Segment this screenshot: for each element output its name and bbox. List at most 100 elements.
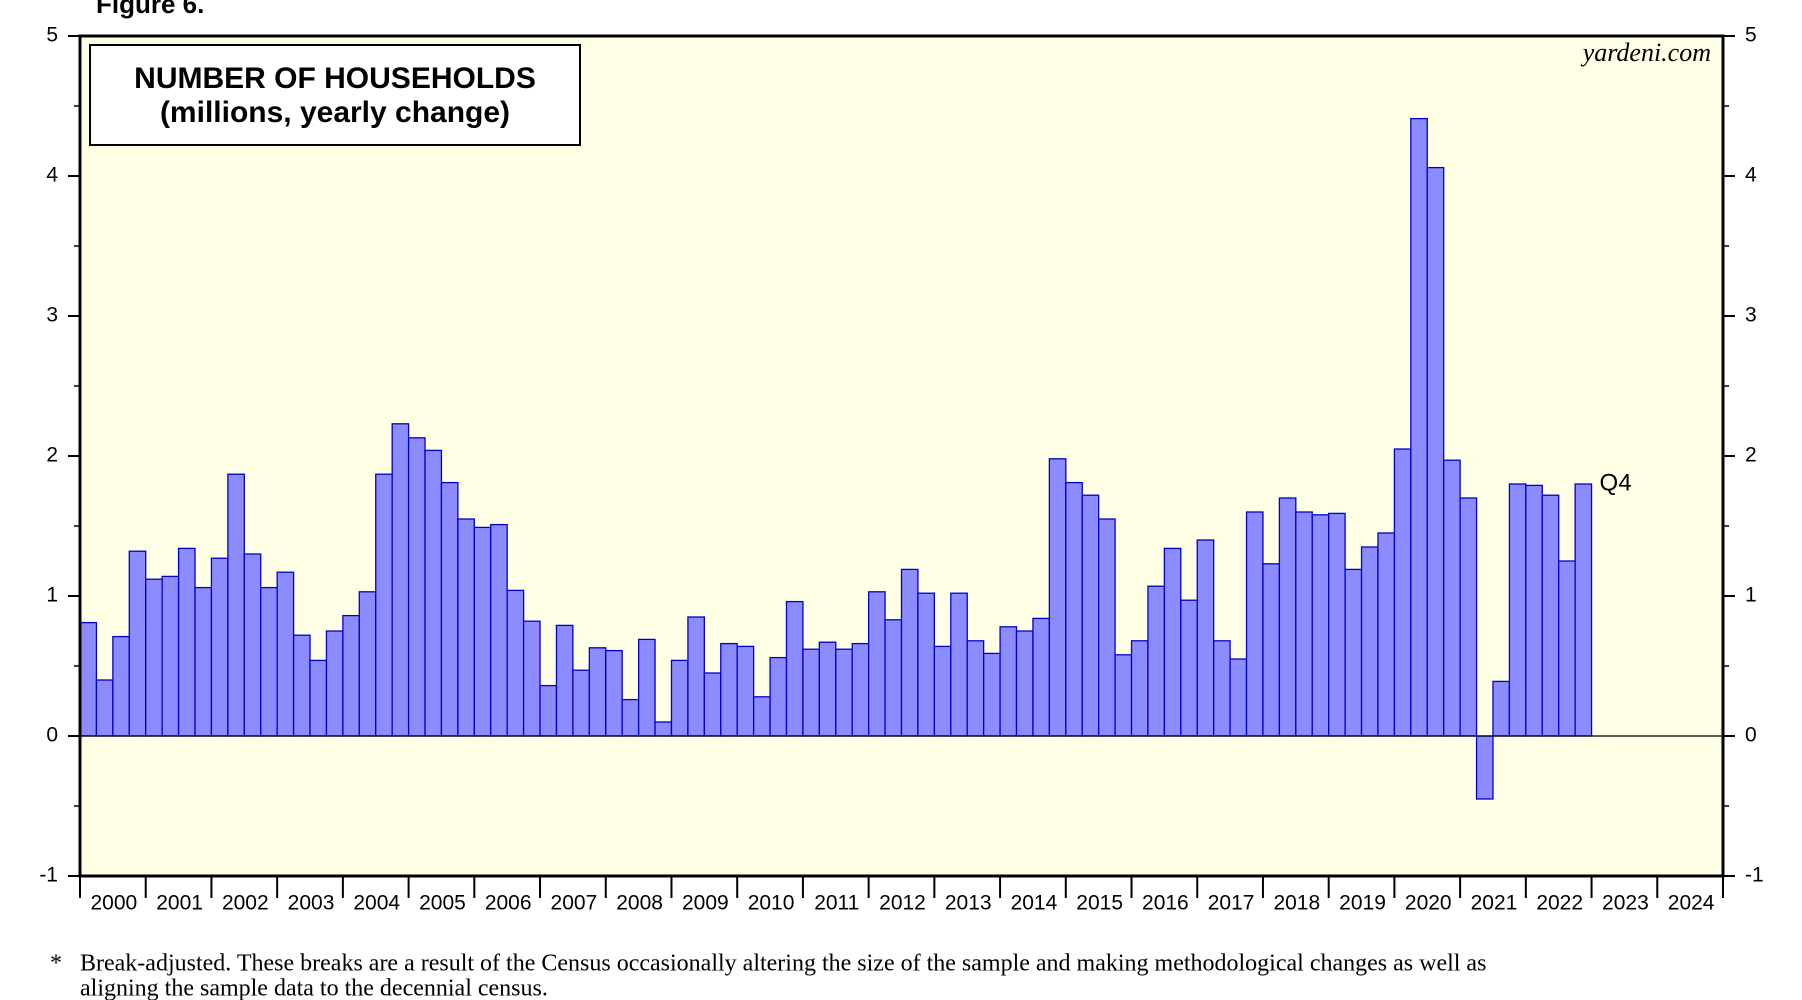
bar: [79, 621, 98, 737]
bar: [1311, 514, 1330, 737]
bar: [1081, 494, 1100, 737]
bar: [473, 526, 492, 737]
x-tick-label: 2006: [485, 892, 532, 915]
bar: [1098, 518, 1116, 737]
x-tick-label: 2013: [945, 892, 992, 915]
bar: [867, 591, 886, 737]
bar: [1015, 630, 1034, 737]
bar: [407, 437, 426, 737]
y-tick-label: 2: [46, 444, 58, 467]
y-tick-label-right: 0: [1745, 724, 1757, 747]
annotation: Q4: [1600, 469, 1632, 496]
x-tick-label: 2023: [1602, 892, 1649, 915]
bar: [358, 591, 377, 737]
figure-label: Figure 6.: [96, 0, 204, 19]
y-tick-label: 3: [46, 304, 58, 327]
bar: [1130, 640, 1149, 737]
bar: [243, 553, 262, 737]
bar: [703, 672, 722, 737]
bar: [325, 630, 344, 737]
bar: [506, 589, 525, 737]
y-tick-label-right: 4: [1745, 164, 1757, 187]
bar: [210, 557, 229, 737]
bar: [917, 592, 936, 737]
x-tick-label: 2019: [1339, 892, 1386, 915]
bar: [112, 635, 130, 737]
bar: [424, 449, 443, 737]
x-tick-label: 2002: [222, 892, 269, 915]
bar: [1377, 532, 1396, 737]
bar: [1443, 459, 1461, 737]
bar: [1163, 547, 1182, 737]
x-tick-label: 2017: [1208, 892, 1255, 915]
x-tick-label: 2005: [419, 892, 466, 915]
bar: [835, 648, 853, 737]
bar: [1426, 166, 1445, 737]
bar: [1065, 481, 1083, 737]
x-tick-label: 2020: [1405, 892, 1452, 915]
bar: [572, 669, 590, 737]
x-tick-label: 2022: [1536, 892, 1583, 915]
footnote: Break-adjusted. These breaks are a resul…: [80, 951, 1486, 977]
x-tick-label: 2024: [1668, 892, 1715, 915]
bar: [1574, 483, 1593, 737]
chart-title: NUMBER OF HOUSEHOLDS: [134, 62, 536, 95]
footnote: aligning the sample data to the decennia…: [80, 976, 548, 1000]
bar: [736, 645, 755, 737]
bar: [177, 547, 196, 737]
bar: [1475, 735, 1494, 800]
x-tick-label: 2000: [91, 892, 138, 915]
x-tick-label: 2003: [288, 892, 335, 915]
bar: [440, 481, 459, 737]
y-tick-label-right: 5: [1745, 24, 1757, 47]
bar: [1147, 585, 1166, 737]
bar: [1245, 511, 1264, 737]
plot-frame: [78, 34, 1725, 878]
bar: [1196, 539, 1215, 737]
bar: [687, 616, 705, 737]
bar: [1213, 640, 1231, 737]
bar: [1344, 568, 1363, 737]
y-tick-label-right: 1: [1745, 584, 1757, 607]
bar: [637, 638, 656, 737]
bar: [900, 568, 919, 737]
bar: [194, 586, 213, 737]
bar: [999, 626, 1018, 737]
x-tick-label: 2016: [1142, 892, 1189, 915]
bar: [785, 600, 804, 737]
x-tick-label: 2001: [156, 892, 203, 915]
bar: [605, 649, 623, 737]
bar: [588, 647, 607, 737]
chart-title: (millions, yearly change): [160, 96, 510, 129]
bar: [670, 659, 689, 737]
bar: [292, 634, 311, 737]
bar: [1328, 512, 1346, 737]
bar: [769, 656, 788, 737]
y-tick-label-right: 3: [1745, 304, 1757, 327]
bar: [983, 652, 1001, 737]
y-tick-label: -1: [39, 864, 58, 887]
bar: [1278, 497, 1297, 737]
footnote-marker: *: [50, 951, 62, 977]
bar: [227, 473, 245, 737]
bar: [654, 721, 673, 737]
x-tick-label: 2012: [879, 892, 926, 915]
bar: [309, 659, 328, 737]
bar: [1393, 448, 1412, 737]
x-tick-label: 2021: [1471, 892, 1518, 915]
x-tick-label: 2010: [748, 892, 795, 915]
bar: [1541, 494, 1560, 737]
bar: [95, 679, 114, 737]
x-tick-label: 2007: [551, 892, 598, 915]
bar: [276, 571, 295, 737]
bar: [966, 640, 985, 737]
bar: [457, 518, 475, 737]
bar: [128, 550, 147, 737]
y-tick-label: 4: [46, 164, 58, 187]
bar: [1525, 484, 1543, 737]
x-tick-label: 2014: [1011, 892, 1058, 915]
x-tick-label: 2015: [1076, 892, 1123, 915]
bar: [490, 523, 508, 737]
bar: [161, 575, 180, 737]
